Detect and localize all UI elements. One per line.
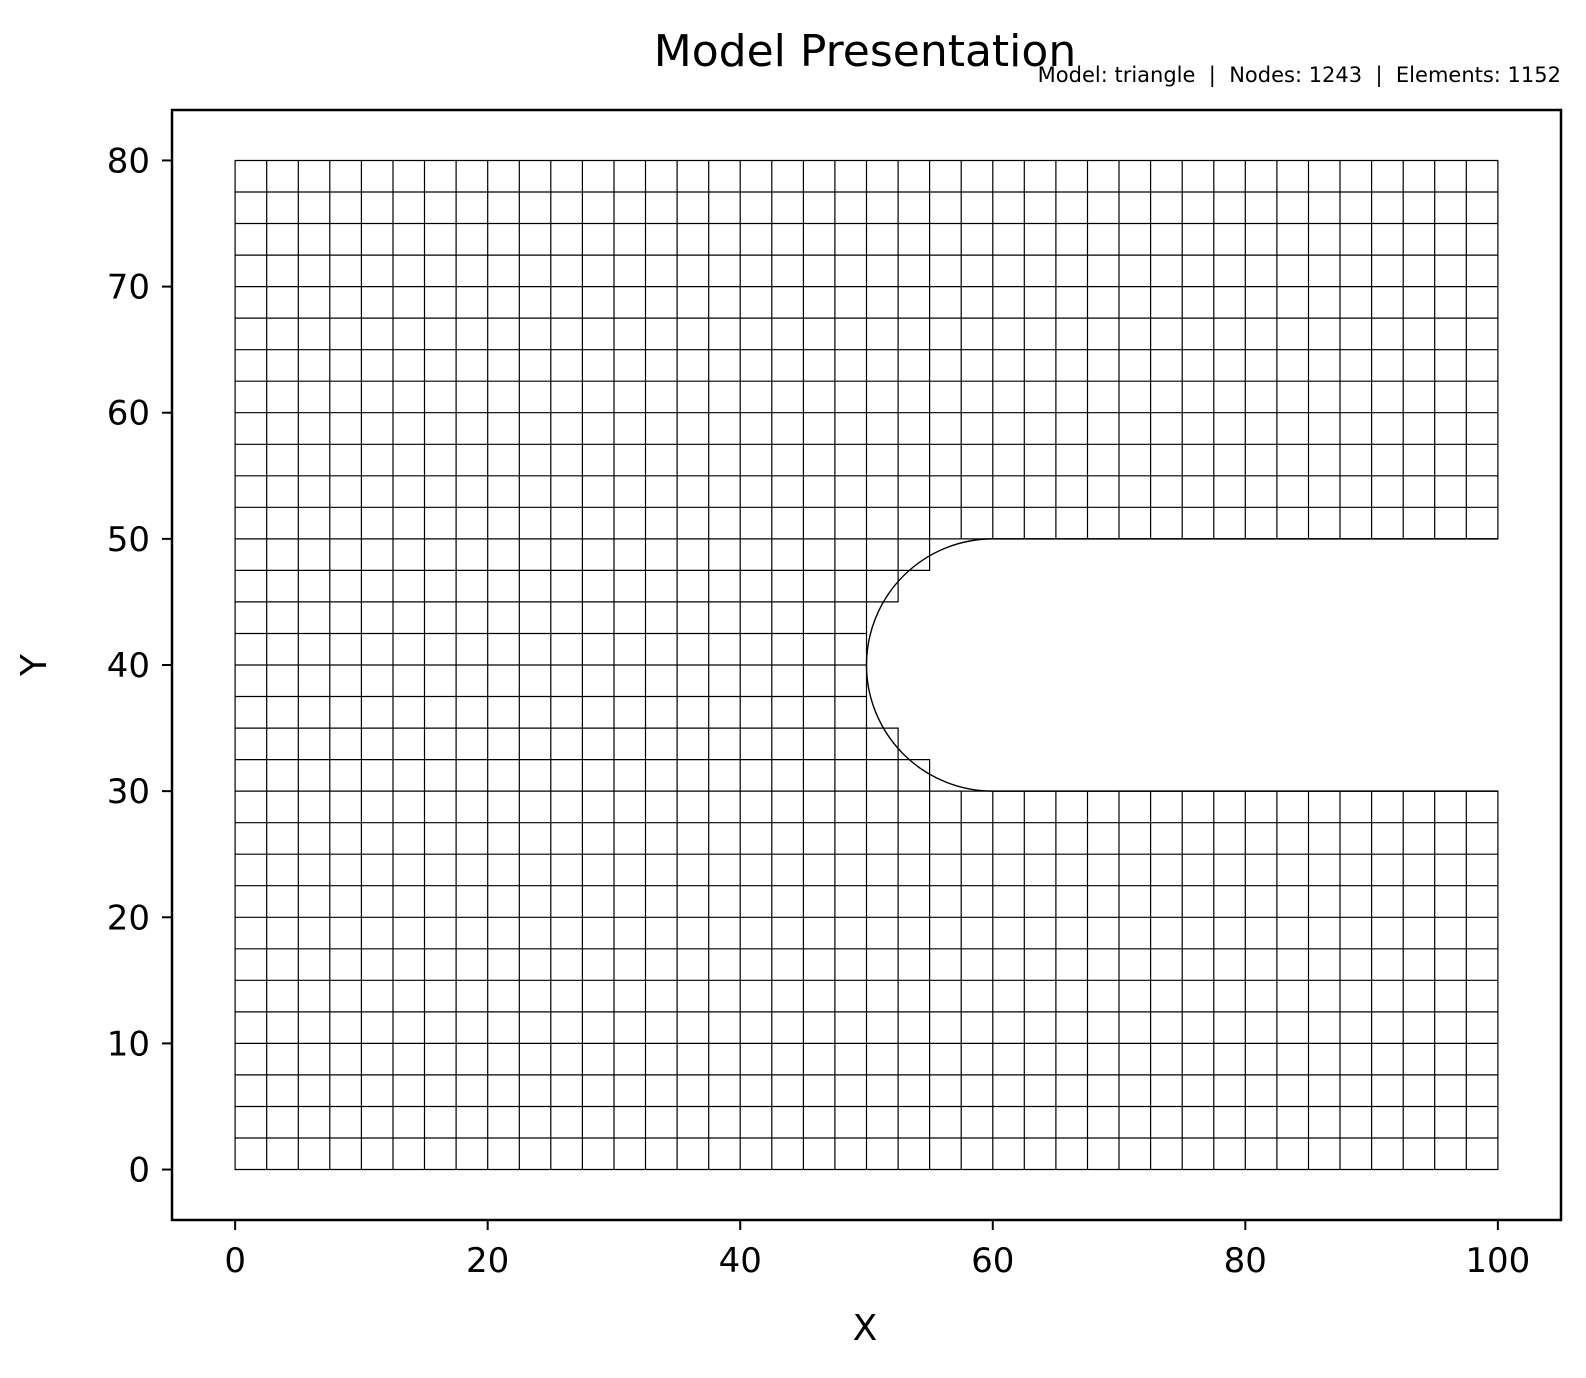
chart-title: Model Presentation [654,26,1076,77]
y-axis-label: Y [14,653,55,677]
x-tick-label: 60 [971,1241,1014,1281]
y-tick-label: 40 [107,646,150,686]
chart-subtitle: Model: triangle | Nodes: 1243 | Elements… [1038,63,1561,88]
x-tick-label: 100 [1465,1241,1530,1281]
y-tick-label: 20 [107,898,150,938]
y-tick-label: 50 [107,520,150,560]
x-axis: 0 20 40 60 80 100 [224,1220,1530,1281]
x-tick-label: 0 [224,1241,246,1281]
x-tick-label: 80 [1224,1241,1267,1281]
y-tick-label: 70 [107,268,150,308]
y-tick-label: 60 [107,394,150,434]
y-tick-label: 30 [107,772,150,812]
x-tick-label: 40 [719,1241,762,1281]
y-axis: 0 10 20 30 40 50 60 70 80 [107,141,172,1191]
y-tick-label: 0 [128,1151,150,1191]
mesh-elements [234,159,1499,1171]
slot-boundary [865,538,1498,792]
y-tick-label: 80 [107,141,150,181]
y-tick-label: 10 [107,1024,150,1064]
x-axis-label: X [853,1308,878,1349]
x-tick-label: 20 [466,1241,509,1281]
mesh-element-edges [234,159,1499,1171]
